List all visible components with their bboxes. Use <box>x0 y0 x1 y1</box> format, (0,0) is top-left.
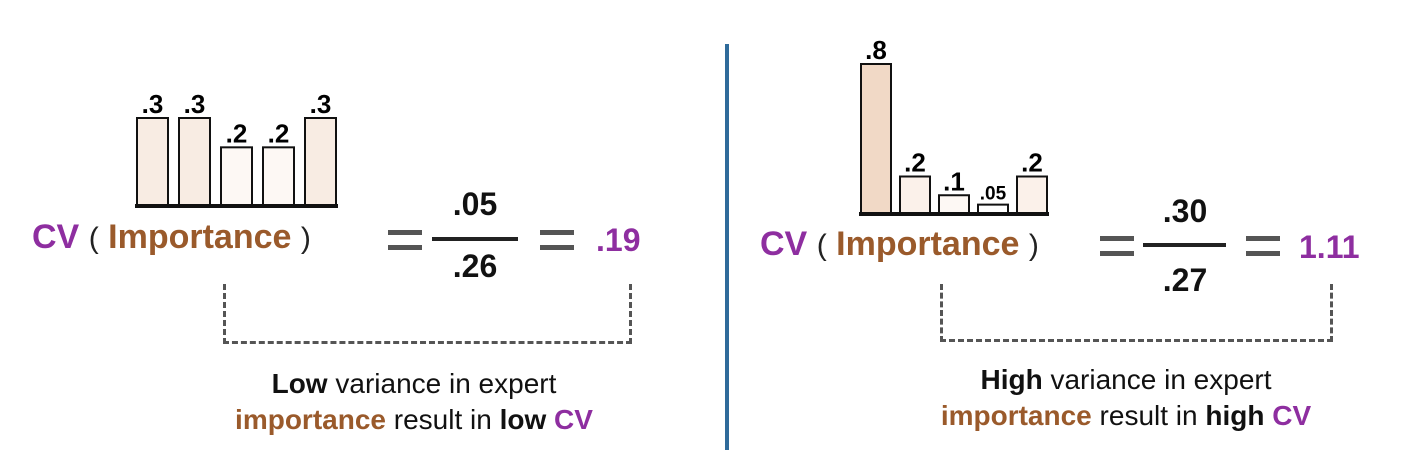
caption-emphasis: Low <box>271 368 328 399</box>
high-variance-panel: .8 .2 .1 .05 .2 CV ( Importance ) .30 .27 1.… <box>729 0 1402 464</box>
close-paren: ) <box>300 222 311 255</box>
fraction-line <box>432 237 518 241</box>
numerator: .05 <box>452 186 498 222</box>
importance-bar <box>860 63 892 215</box>
denominator: .26 <box>452 248 498 284</box>
bar-value-label: .8 <box>865 35 887 65</box>
caption-cv: CV <box>554 404 593 435</box>
cv-result: .19 <box>596 222 641 258</box>
caption-text: variance in expert <box>1042 364 1272 395</box>
low-variance-panel: .3 .3 .2 .2 .3 CV ( Importance ) .05 .26 .19… <box>32 89 666 438</box>
caption-line-1: Low variance in expert <box>162 366 666 402</box>
importance-bar <box>136 117 169 207</box>
caption-text: variance in expert <box>327 368 557 399</box>
cv-formula: CV ( Importance ) <box>32 218 311 257</box>
cv-label: CV <box>32 218 80 256</box>
bar-value-label: .1 <box>943 166 965 196</box>
caption: High variance in expert importance resul… <box>876 362 1376 434</box>
numerator: .30 <box>1162 193 1208 229</box>
importance-bar-chart: .3 .3 .2 .2 .3 <box>135 89 338 208</box>
importance-bar <box>220 146 253 208</box>
denominator: .27 <box>1162 262 1208 298</box>
bar-value-label: .2 <box>1021 148 1043 178</box>
equals-sign <box>540 230 574 250</box>
bar-value-label: .2 <box>226 118 248 148</box>
bar-value-label: .2 <box>268 118 290 148</box>
importance-bar <box>899 175 931 215</box>
caption-text: result in <box>385 404 500 435</box>
fraction-line <box>1143 243 1226 247</box>
caption-cv: CV <box>1272 400 1312 431</box>
caption-text: result in <box>1091 400 1206 431</box>
caption: Low variance in expert importance result… <box>162 366 666 438</box>
open-paren: ( <box>88 222 99 255</box>
importance-label: Importance <box>836 225 1020 263</box>
bar-value-label: .3 <box>184 89 206 119</box>
importance-label: Importance <box>108 218 292 256</box>
importance-bar <box>304 117 337 207</box>
importance-bar <box>262 146 295 208</box>
caption-space <box>546 404 554 435</box>
bar-value-label: .3 <box>142 89 164 119</box>
caption-line-2: importance result in low CV <box>162 402 666 438</box>
caption-emphasis: High <box>980 364 1043 395</box>
bar-value-label: .3 <box>310 89 332 119</box>
caption-line-1: High variance in expert <box>876 362 1376 398</box>
caption-line-2: importance result in high CV <box>876 398 1376 434</box>
cv-formula: CV ( Importance ) <box>760 225 1039 264</box>
dashed-bracket <box>940 284 1333 342</box>
importance-bar <box>1016 175 1048 215</box>
caption-importance: importance <box>940 400 1092 431</box>
importance-bar <box>938 194 970 215</box>
equals-sign <box>1246 236 1280 256</box>
caption-emphasis: low <box>499 404 547 435</box>
bar-value-label: .05 <box>980 184 1007 205</box>
panel-divider <box>725 44 729 450</box>
caption-importance: importance <box>235 404 386 435</box>
caption-emphasis: high <box>1205 400 1265 431</box>
cv-label: CV <box>760 225 808 263</box>
importance-bar <box>178 117 211 207</box>
equals-sign <box>388 230 422 250</box>
bar-value-label: .2 <box>904 148 926 178</box>
open-paren: ( <box>816 229 827 262</box>
cv-result: 1.11 <box>1299 229 1360 265</box>
equals-sign <box>1100 236 1134 256</box>
importance-bar-chart: .8 .2 .1 .05 .2 <box>859 35 1049 216</box>
close-paren: ) <box>1028 229 1039 262</box>
dashed-bracket <box>223 284 632 344</box>
